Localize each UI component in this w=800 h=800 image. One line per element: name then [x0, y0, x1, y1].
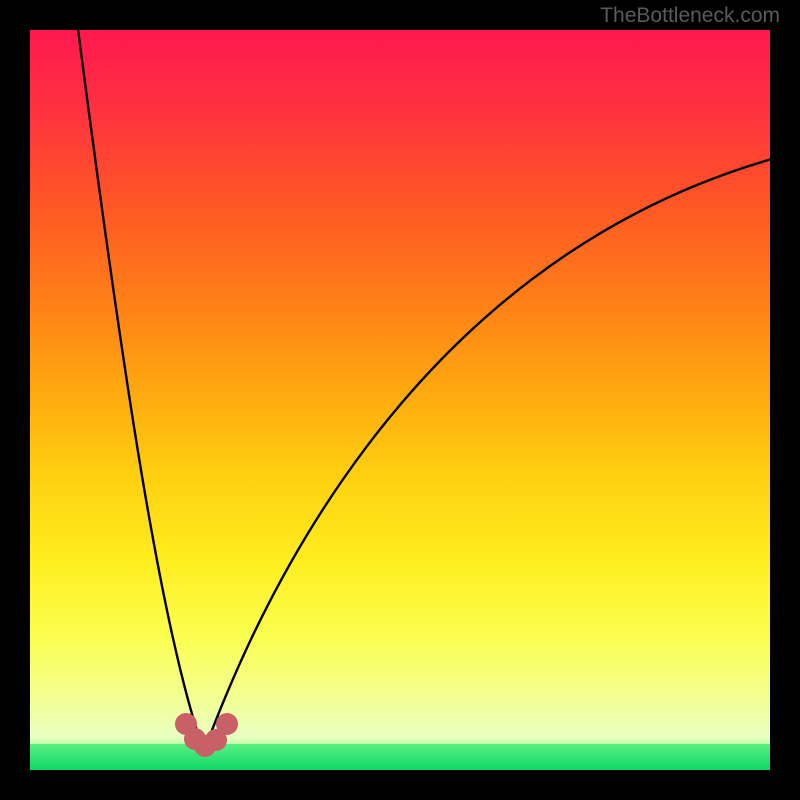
bottleneck-curve — [30, 30, 770, 770]
watermark-text: TheBottleneck.com — [600, 4, 780, 28]
chart-frame: TheBottleneck.com — [0, 0, 800, 800]
curve-path — [78, 30, 770, 752]
plot-area — [30, 30, 770, 770]
trough-marker-4 — [216, 713, 238, 735]
